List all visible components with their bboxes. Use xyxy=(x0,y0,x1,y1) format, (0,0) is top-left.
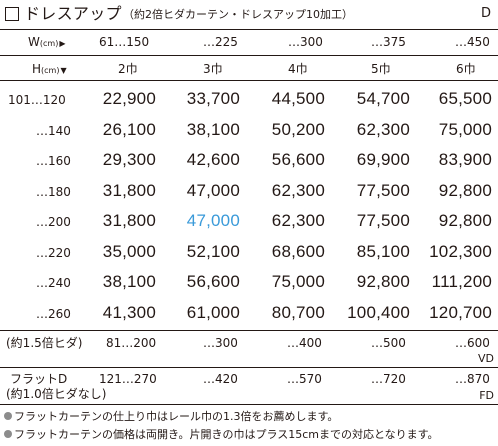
price-cell: 62,300 xyxy=(271,180,325,200)
price-cell: 80,700 xyxy=(271,302,325,322)
price-cell: 92,800 xyxy=(356,272,410,291)
bullet-icon xyxy=(4,430,12,438)
fullness-range: …500 xyxy=(371,336,406,350)
price-cell: 75,000 xyxy=(271,272,325,291)
price-cell: 120,700 xyxy=(429,302,492,322)
width-range: …300 xyxy=(288,35,323,49)
width-range: …225 xyxy=(203,35,238,49)
price-cell: 54,700 xyxy=(356,89,410,108)
price-cell: 44,500 xyxy=(271,89,325,108)
divider xyxy=(0,404,498,405)
price-cell: 52,100 xyxy=(186,241,240,261)
fullness-range: 81…200 xyxy=(106,336,157,350)
page-subtitle: （約2倍ヒダカーテン・ドレスアップ10加工） xyxy=(123,8,353,21)
panel-count: 2巾 xyxy=(118,62,138,76)
height-range: 101…120 xyxy=(8,93,66,107)
panel-count: 4巾 xyxy=(288,62,308,76)
price-cell: 33,700 xyxy=(186,89,240,108)
bullet-icon xyxy=(4,412,12,420)
divider xyxy=(0,55,498,56)
width-header-label: W(cm)▶ xyxy=(28,35,66,49)
price-cell: 92,800 xyxy=(438,180,492,200)
price-cell: 83,900 xyxy=(438,150,492,169)
price-cell: 77,500 xyxy=(356,211,410,230)
title-row: ドレスアップ （約2倍ヒダカーテン・ドレスアップ10加工） D xyxy=(5,3,494,27)
price-cell: 56,600 xyxy=(271,150,325,169)
triangle-right-icon: ▶ xyxy=(59,39,66,48)
price-cell: 22,900 xyxy=(102,89,156,108)
price-cell: 69,900 xyxy=(356,150,410,169)
price-cell: 62,300 xyxy=(356,119,410,139)
divider xyxy=(0,29,498,30)
height-range: …260 xyxy=(36,306,71,321)
price-cell: 56,600 xyxy=(186,272,240,291)
price-cell: 92,800 xyxy=(438,211,492,230)
price-cell: 31,800 xyxy=(102,211,156,230)
width-range: 61…150 xyxy=(99,35,150,49)
flat-range: …420 xyxy=(203,372,238,386)
flat-range: …570 xyxy=(287,372,322,386)
note-item: フラットカーテンの価格は両開き。片開きの巾はプラス15cmまでの対応となります。 xyxy=(4,428,439,442)
price-cell: 29,300 xyxy=(102,150,156,169)
height-range: …160 xyxy=(36,154,71,168)
fullness-range: …600 xyxy=(455,336,490,350)
price-cell: 26,100 xyxy=(102,119,156,139)
product-code: D xyxy=(480,6,491,21)
price-cell: 35,000 xyxy=(102,241,156,261)
price-cell: 75,000 xyxy=(438,119,492,139)
price-cell: 65,500 xyxy=(438,89,492,108)
price-cell: 47,000 xyxy=(186,211,240,230)
flat-code: FD xyxy=(479,389,494,402)
panel-count: 6巾 xyxy=(456,62,476,76)
price-cell: 85,100 xyxy=(356,241,410,261)
price-cell: 50,200 xyxy=(271,119,325,139)
price-cell: 41,300 xyxy=(102,302,156,322)
price-cell: 68,600 xyxy=(271,241,325,261)
fullness-code: VD xyxy=(478,352,494,365)
height-range: …180 xyxy=(36,184,71,199)
checkbox-icon xyxy=(5,7,19,21)
page-title: ドレスアップ xyxy=(24,4,122,23)
flat-sublabel: (約1.0倍ヒダなし) xyxy=(6,387,107,401)
flat-label: フラットD xyxy=(10,372,68,386)
width-range: …375 xyxy=(371,35,406,49)
divider xyxy=(0,367,498,368)
price-cell: 100,400 xyxy=(347,302,410,322)
flat-range: …720 xyxy=(371,372,406,386)
height-range: …220 xyxy=(36,245,71,260)
divider xyxy=(0,330,498,331)
width-range: …450 xyxy=(455,35,490,49)
price-cell: 62,300 xyxy=(271,211,325,230)
triangle-down-icon: ▼ xyxy=(60,66,67,75)
divider xyxy=(0,80,498,81)
price-cell: 47,000 xyxy=(186,180,240,200)
flat-range: 121…270 xyxy=(99,372,157,386)
flat-range: …870 xyxy=(455,372,490,386)
fullness-range: …300 xyxy=(203,336,238,350)
height-range: …140 xyxy=(36,123,71,138)
panel-count: 5巾 xyxy=(371,62,391,76)
height-range: …200 xyxy=(36,215,71,229)
price-cell: 102,300 xyxy=(429,241,492,261)
price-cell: 111,200 xyxy=(431,272,492,291)
price-cell: 38,100 xyxy=(186,119,240,139)
price-cell: 77,500 xyxy=(356,180,410,200)
price-cell: 38,100 xyxy=(102,272,156,291)
fullness-range: …400 xyxy=(287,336,322,350)
panel-count: 3巾 xyxy=(203,62,223,76)
price-cell: 31,800 xyxy=(102,180,156,200)
note-item: フラットカーテンの仕上り巾はレール巾の1.3倍をお薦めします。 xyxy=(4,410,338,424)
price-cell: 42,600 xyxy=(186,150,240,169)
fullness-label: (約1.5倍ヒダ) xyxy=(6,336,83,350)
height-range: …240 xyxy=(36,276,71,290)
price-cell: 61,000 xyxy=(186,302,240,322)
height-header-label: H(cm)▼ xyxy=(32,62,67,76)
